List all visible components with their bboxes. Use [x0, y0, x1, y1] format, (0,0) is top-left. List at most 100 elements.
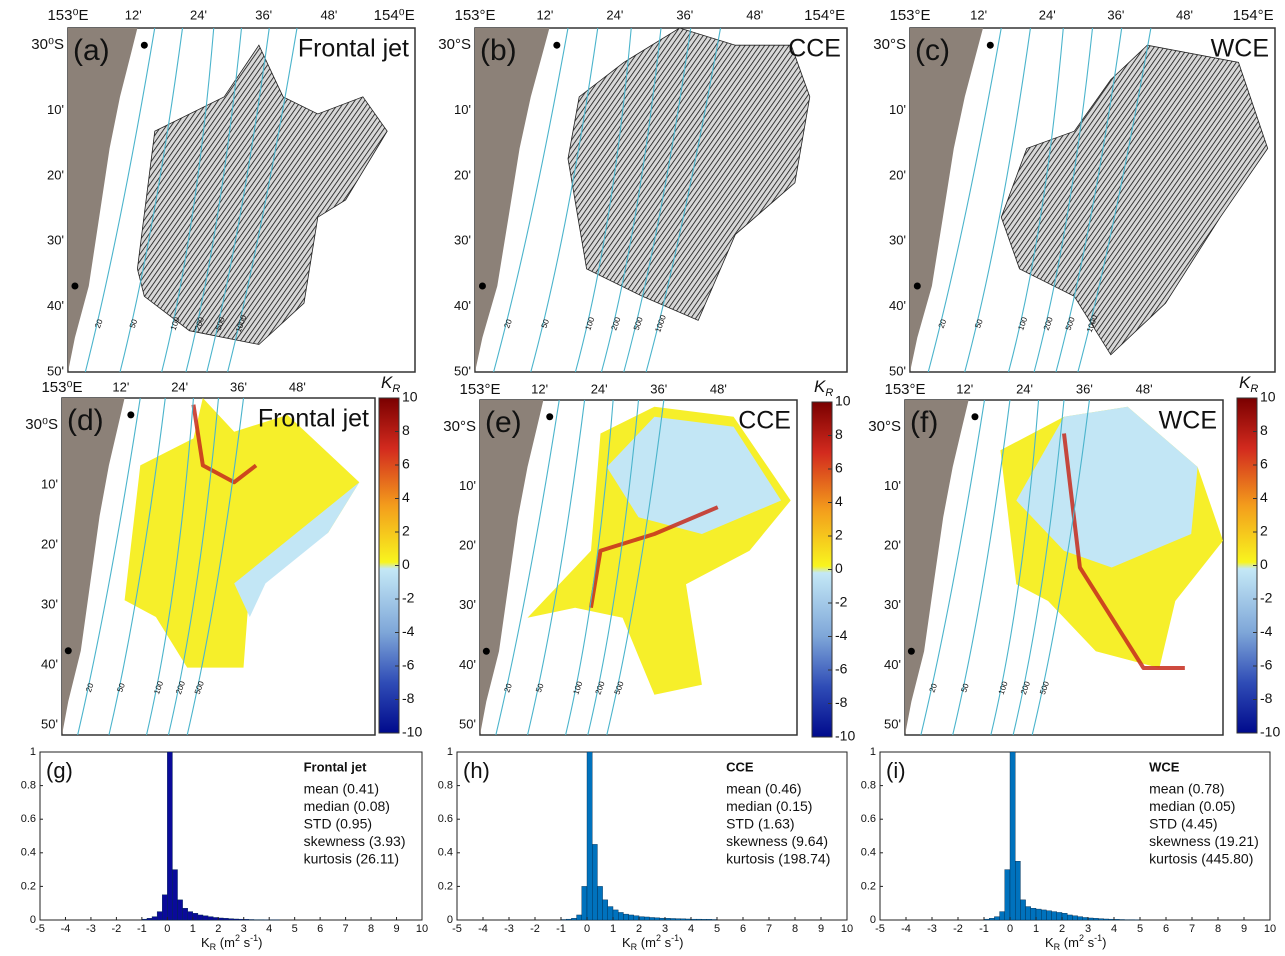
land: [910, 28, 983, 372]
x-tick-label: 1: [1033, 923, 1039, 935]
lat-label: 40': [459, 657, 476, 672]
panel-label: (h): [463, 758, 490, 783]
colorbar-tick-label: -4: [402, 623, 415, 639]
colorbar-tick-label: 2: [402, 523, 410, 539]
hist-title: Frontal jet: [304, 759, 368, 774]
hist-bar: [706, 919, 712, 921]
stat-line: mean (0.41): [304, 781, 379, 797]
lon-label: 36': [1076, 381, 1093, 396]
strong-band: [588, 505, 719, 609]
lon-label: 12': [970, 7, 987, 22]
land: [475, 28, 550, 372]
stat-line: skewness (3.93): [304, 833, 406, 849]
hist-bar: [1025, 906, 1031, 921]
x-tick-label: -3: [504, 923, 514, 935]
panel-label: (e): [485, 406, 522, 439]
isobath: [1077, 27, 1152, 373]
x-tick-label: 8: [1215, 923, 1221, 935]
panel-label: (c): [915, 34, 950, 67]
lon-label: 153°E: [884, 381, 925, 398]
depth-label: 100: [1016, 315, 1029, 331]
lat-label: 20': [41, 536, 58, 551]
colorbar-symbol: K: [814, 377, 826, 396]
stat-line: kurtosis (198.74): [726, 851, 830, 867]
hist-bar: [664, 918, 671, 921]
x-tick-label: -2: [530, 923, 540, 935]
lat-label: 30': [41, 596, 58, 611]
x-tick-label: -2: [953, 923, 963, 935]
hist-bar: [1004, 869, 1011, 921]
xlabel-close: ): [1102, 935, 1106, 950]
xlabel-symbol: K: [1045, 935, 1054, 950]
colorbar-tick-label: -10: [402, 724, 422, 740]
lon-label: 48': [320, 7, 337, 22]
colorbar-tick-label: -2: [1260, 590, 1273, 606]
x-tick-label: 4: [266, 923, 272, 935]
hist-bar: [628, 914, 634, 921]
lat-label: 10': [41, 476, 58, 491]
hist-bar: [654, 917, 660, 921]
lon-label: 48': [1176, 7, 1193, 22]
colorbar-subscript: R: [392, 383, 400, 395]
depth-label: 20: [502, 317, 514, 329]
isobath: [493, 27, 569, 373]
x-tick-label: -1: [979, 923, 989, 935]
isobath: [1031, 399, 1090, 736]
hist-bar: [1051, 911, 1057, 921]
colorbar-tick-label: 0: [402, 556, 410, 572]
isobath: [927, 27, 1002, 373]
y-tick-label: 0.2: [21, 880, 36, 892]
panel-title: Frontal jet: [298, 35, 409, 63]
xlabel-subscript: R: [631, 942, 638, 952]
lon-label: 154°E: [804, 7, 845, 24]
lat-label: 30': [459, 597, 476, 612]
x-tick-label: -4: [478, 923, 488, 935]
lat-label: 10': [459, 478, 476, 493]
station: [913, 282, 921, 290]
lon-label: 48': [289, 379, 306, 394]
hist-title: CCE: [726, 759, 754, 774]
lon-label: 36': [650, 381, 667, 396]
hist-bar: [581, 886, 588, 921]
x-tick-label: 7: [1189, 923, 1195, 935]
station: [71, 282, 79, 290]
isobath: [145, 397, 195, 736]
x-tick-label: 0: [1007, 923, 1013, 935]
lon-label: 154°E: [1233, 7, 1274, 24]
isobath: [1055, 27, 1123, 373]
colorbar-tick-label: -6: [402, 657, 415, 673]
strong-band: [191, 404, 258, 485]
hist-bar: [167, 751, 173, 921]
hist-bar: [560, 919, 567, 921]
colorbar-tick-label: -2: [835, 594, 848, 610]
hist-bar: [1030, 908, 1037, 921]
depth-label: 500: [193, 679, 206, 695]
x-tick-label: 6: [740, 923, 746, 935]
stat-line: STD (1.63): [726, 816, 794, 832]
x-tick-label: -5: [35, 923, 45, 935]
y-tick-label: 0.8: [861, 780, 876, 792]
x-tick-label: 6: [1163, 923, 1169, 935]
lon-label: 24': [190, 7, 207, 22]
hist-bar: [146, 918, 153, 921]
station: [907, 647, 915, 655]
x-tick-label: 3: [241, 923, 247, 935]
station: [127, 411, 135, 419]
stat-line: kurtosis (26.11): [304, 851, 399, 867]
depth-label: 200: [609, 315, 622, 331]
colorbar-tick-label: 2: [1260, 523, 1268, 539]
hist-bar: [586, 751, 593, 921]
hist-bar: [680, 918, 686, 921]
hist-bar: [602, 899, 608, 921]
hist-bar: [1087, 917, 1094, 921]
hist-bar: [172, 869, 178, 921]
x-tick-label: 9: [1241, 923, 1247, 935]
lon-label: 24': [606, 7, 623, 22]
isobath: [920, 399, 986, 736]
hist-bar: [644, 916, 650, 921]
isobath: [964, 27, 1031, 373]
colorbar-subscript: R: [825, 387, 833, 399]
xlabel-unit: (m: [637, 935, 656, 950]
x-tick-label: 0: [584, 923, 590, 935]
